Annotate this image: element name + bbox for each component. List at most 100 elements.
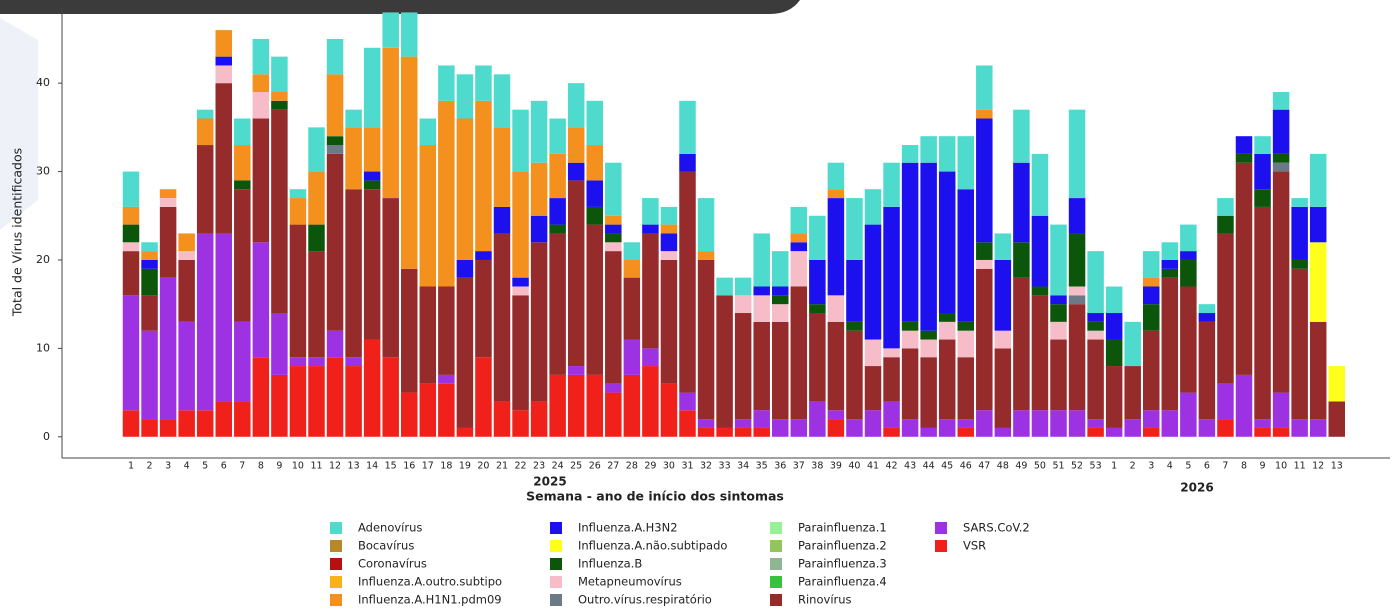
x-tick-label: 11 — [1294, 461, 1306, 472]
bar-segment — [1087, 321, 1104, 331]
bar-segment — [1161, 277, 1179, 411]
bar-segment — [308, 366, 325, 437]
bar-segment — [475, 357, 492, 437]
bar-segment — [141, 419, 158, 437]
bar-segment — [846, 419, 863, 437]
legend-label[interactable]: Bocavírus — [358, 539, 414, 553]
legend-label[interactable]: Outro.vírus.respiratório — [578, 593, 712, 607]
bar-segment — [734, 419, 752, 428]
bar-segment — [512, 295, 529, 411]
bar-segment — [660, 206, 678, 225]
bar-segment — [252, 91, 270, 119]
legend-label[interactable]: Influenza.A.não.subtipado — [578, 539, 727, 553]
bar-segment — [605, 242, 622, 252]
bar-segment — [790, 286, 808, 420]
legend-label[interactable]: Influenza.A.H1N1.pdm09 — [358, 593, 502, 607]
x-tick-label: 46 — [960, 461, 972, 472]
bar-segment — [1068, 286, 1086, 296]
bar-segment — [864, 339, 882, 367]
legend-label[interactable]: Parainfluenza.2 — [798, 539, 887, 553]
bar-segment — [1180, 286, 1197, 393]
bar-segment — [679, 100, 696, 154]
legend-swatch — [770, 522, 782, 534]
bar-segment — [976, 259, 993, 269]
decor-shape — [0, 18, 38, 230]
bar-segment — [1217, 215, 1234, 234]
x-tick-label: 43 — [904, 461, 916, 472]
x-tick-label: 24 — [552, 461, 564, 472]
bar-segment — [605, 162, 622, 216]
x-tick-label: 42 — [886, 461, 898, 472]
x-tick-label: 47 — [978, 461, 990, 472]
x-tick-label: 39 — [830, 461, 842, 472]
bar-segment — [234, 145, 251, 181]
bar-segment — [1254, 189, 1271, 207]
bar-segment — [1087, 419, 1104, 428]
bar-segment — [512, 109, 529, 172]
x-tick-label: 37 — [793, 461, 805, 472]
bar-segment — [122, 242, 140, 252]
bar-segment — [438, 286, 455, 375]
bar-segment — [642, 348, 659, 367]
legend-label[interactable]: Parainfluenza.3 — [798, 557, 887, 571]
bar-segment — [920, 339, 937, 358]
bar-segment — [271, 100, 288, 110]
bar-segment — [234, 321, 251, 402]
legend-label[interactable]: Metapneumovírus — [578, 575, 682, 589]
x-tick-label: 5 — [202, 461, 208, 472]
x-axis-title: Semana - ano de início dos sintomas — [526, 489, 784, 504]
bar-segment — [1198, 313, 1216, 322]
bar-segment — [1291, 206, 1308, 260]
legend-label[interactable]: VSR — [963, 539, 986, 553]
bar-segment — [493, 401, 511, 437]
y-tick-label: 0 — [43, 430, 50, 443]
bar-segment — [1087, 313, 1104, 322]
bar-segment — [438, 65, 455, 101]
x-tick-label: 9 — [1260, 461, 1266, 472]
bar-segment — [549, 153, 566, 199]
bar-segment — [772, 286, 789, 296]
legend-label[interactable]: Influenza.B — [578, 557, 642, 571]
bar-segment — [642, 198, 659, 225]
bar-segment — [1087, 339, 1104, 420]
bar-segment — [994, 330, 1012, 349]
bar-segment — [326, 74, 344, 137]
bar-segment — [734, 313, 752, 420]
bar-segment — [215, 233, 232, 402]
bar-segment — [1105, 286, 1123, 314]
legend-label[interactable]: Adenovírus — [358, 521, 422, 535]
bar-segment — [1309, 419, 1327, 437]
bar-segment — [512, 277, 529, 287]
y-axis-title: Total de Vírus identificados — [10, 148, 25, 317]
bar-segment — [567, 366, 585, 375]
bar-segment — [605, 251, 622, 384]
bar-segment — [401, 56, 418, 269]
bar-segment — [345, 109, 362, 128]
bar-segment — [178, 321, 195, 411]
legend-swatch — [770, 594, 782, 606]
bar-segment — [549, 224, 566, 234]
bar-segment — [1105, 313, 1123, 340]
bar-segment — [901, 145, 919, 163]
bar-segment — [864, 189, 882, 225]
bar-segment — [827, 295, 845, 322]
bar-segment — [1031, 286, 1049, 296]
legend-label[interactable]: SARS.CoV.2 — [963, 521, 1030, 535]
legend-label[interactable]: Rinovírus — [798, 593, 852, 607]
bar-segment — [957, 357, 974, 420]
bar-segment — [438, 374, 455, 384]
bar-segment — [605, 383, 622, 393]
legend-label[interactable]: Influenza.A.H3N2 — [578, 521, 678, 535]
bar-segment — [1272, 162, 1290, 172]
bar-segment — [159, 419, 177, 437]
bar-segment — [1013, 410, 1030, 437]
legend-label[interactable]: Coronavírus — [358, 557, 427, 571]
bar-segment — [623, 339, 641, 375]
legend-label[interactable]: Parainfluenza.4 — [798, 575, 887, 589]
bar-segment — [790, 206, 808, 234]
x-tick-label: 12 — [1312, 461, 1324, 472]
legend-swatch — [550, 576, 562, 588]
legend-label[interactable]: Parainfluenza.1 — [798, 521, 887, 535]
legend-label[interactable]: Influenza.A.outro.subtipo — [358, 575, 502, 589]
